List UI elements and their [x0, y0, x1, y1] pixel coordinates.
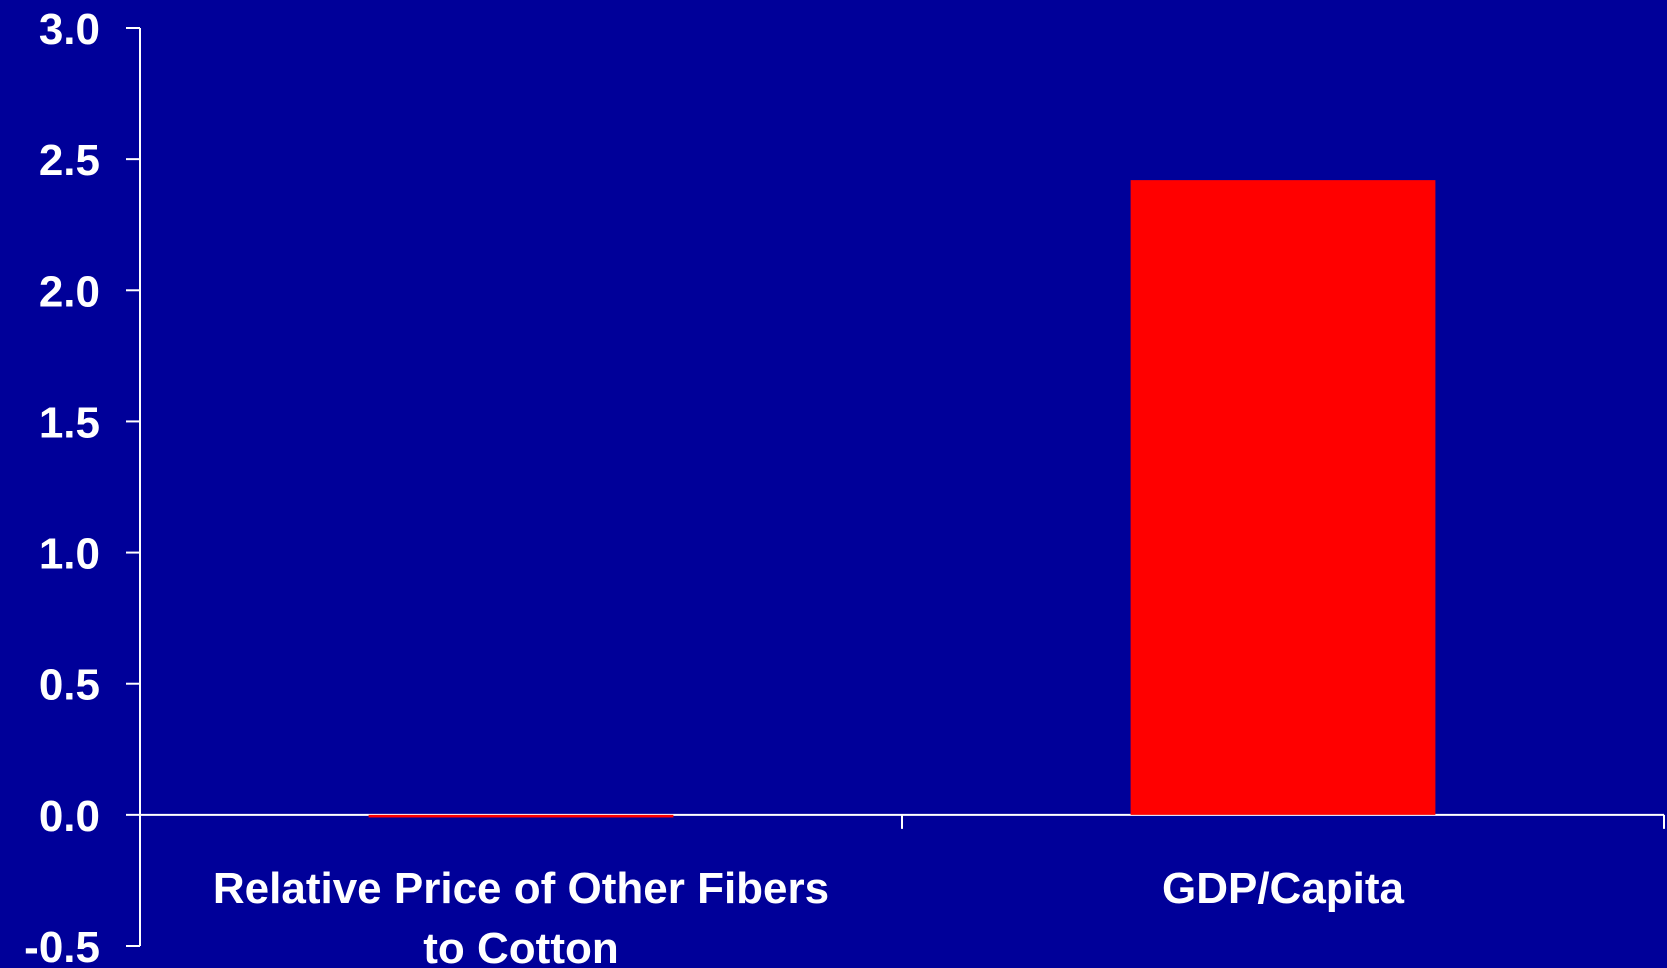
y-tick-label: 1.0: [39, 530, 100, 579]
bars: [368, 180, 1436, 818]
y-tick-label: 2.0: [39, 267, 100, 316]
y-tick-label: 1.5: [39, 398, 100, 447]
bar: [368, 814, 674, 818]
y-tick-label: 3.0: [39, 5, 100, 54]
category-label: GDP/Capita: [1162, 864, 1405, 913]
category-label: to Cotton: [423, 924, 618, 968]
y-axis: 3.0 2.5 2.0 1.5 1.0 0.5 0.0 -0.5: [24, 5, 141, 968]
y-tick-label: 0.5: [39, 661, 100, 710]
y-tick-label: -0.5: [24, 923, 100, 968]
category-label: Relative Price of Other Fibers: [213, 864, 829, 913]
category-labels: Relative Price of Other Fibers to Cotton G…: [213, 864, 1405, 968]
y-tick-label: 2.5: [39, 136, 100, 185]
bar: [1130, 180, 1436, 815]
y-tick-label: 0.0: [39, 792, 100, 841]
